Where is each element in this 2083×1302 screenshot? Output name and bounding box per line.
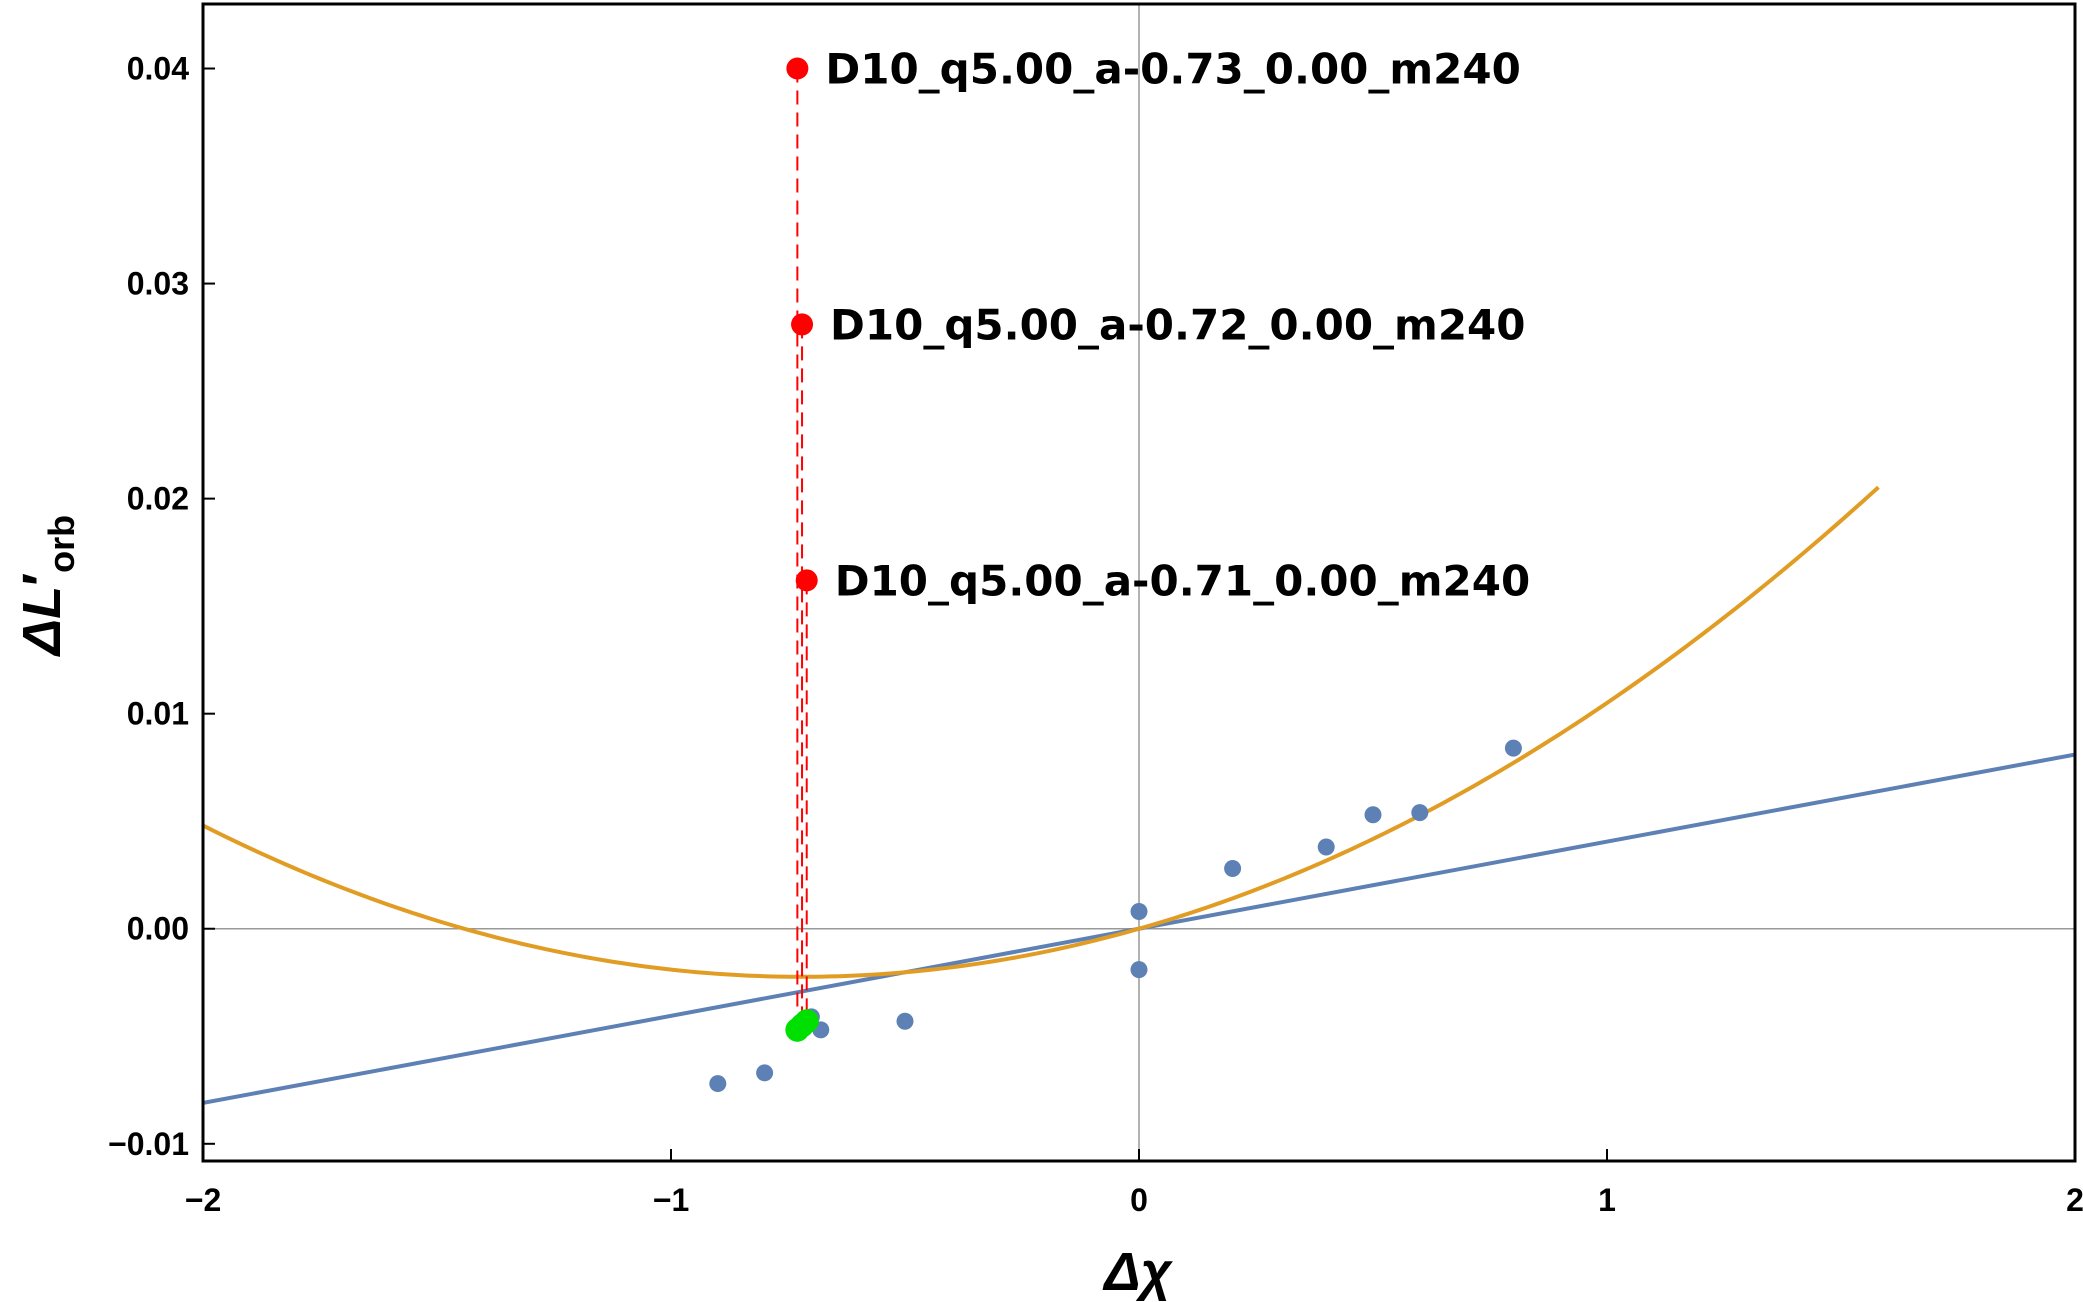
y-tick-label: 0.00 bbox=[127, 911, 189, 947]
blue-points bbox=[709, 739, 1522, 1093]
red-points bbox=[786, 57, 818, 592]
svg-text:ΔL′orb: ΔL′orb bbox=[12, 515, 82, 657]
y-tick-label: 0.04 bbox=[127, 51, 189, 87]
blue-data-point bbox=[1130, 903, 1148, 921]
y-tick-label: 0.03 bbox=[127, 266, 189, 302]
green-points bbox=[785, 1009, 819, 1042]
y-label-prime: ′ bbox=[12, 573, 72, 586]
drop-lines bbox=[796, 68, 808, 1026]
x-tick-label: −1 bbox=[653, 1182, 689, 1218]
blue-data-point bbox=[1504, 739, 1522, 757]
blue-data-point bbox=[1411, 804, 1429, 822]
blue-data-point bbox=[1224, 860, 1242, 878]
red-point-label: D10_q5.00_a-0.73_0.00_m240 bbox=[825, 45, 1520, 94]
x-axis-label: Δχ bbox=[1102, 1242, 1173, 1302]
y-tick-label: 0.02 bbox=[127, 481, 189, 517]
blue-data-point bbox=[1317, 838, 1335, 856]
annotations: D10_q5.00_a-0.73_0.00_m240 D10_q5.00_a-0.… bbox=[825, 45, 1530, 606]
y-ticks: −0.01 0.00 0.01 0.02 0.03 0.04 bbox=[108, 51, 215, 1162]
blue-data-point bbox=[1130, 961, 1148, 979]
red-data-point bbox=[795, 569, 818, 592]
x-tick-label: 2 bbox=[2066, 1182, 2083, 1218]
x-tick-label: −2 bbox=[185, 1182, 221, 1218]
red-data-point bbox=[786, 57, 809, 80]
fit-lines bbox=[203, 485, 2075, 1105]
red-point-label: D10_q5.00_a-0.71_0.00_m240 bbox=[835, 556, 1530, 605]
x-ticks: −2 −1 0 1 2 bbox=[185, 1149, 2083, 1218]
y-tick-label: −0.01 bbox=[108, 1126, 189, 1162]
red-point-label: D10_q5.00_a-0.72_0.00_m240 bbox=[830, 300, 1525, 349]
quadratic-fit-curve bbox=[203, 485, 1880, 979]
blue-data-point bbox=[709, 1075, 727, 1093]
red-data-point bbox=[791, 313, 814, 336]
y-tick-label: 0.01 bbox=[127, 696, 189, 732]
blue-data-point bbox=[756, 1064, 774, 1082]
y-axis-label: ΔL′orb bbox=[12, 515, 82, 657]
y-label-main: ΔL bbox=[12, 586, 72, 657]
blue-data-point bbox=[1364, 806, 1382, 824]
y-label-sub: orb bbox=[41, 515, 82, 573]
x-tick-label: 1 bbox=[1598, 1182, 1616, 1218]
blue-data-point bbox=[896, 1012, 914, 1030]
green-data-point bbox=[794, 1009, 819, 1034]
x-tick-label: 0 bbox=[1130, 1182, 1148, 1218]
